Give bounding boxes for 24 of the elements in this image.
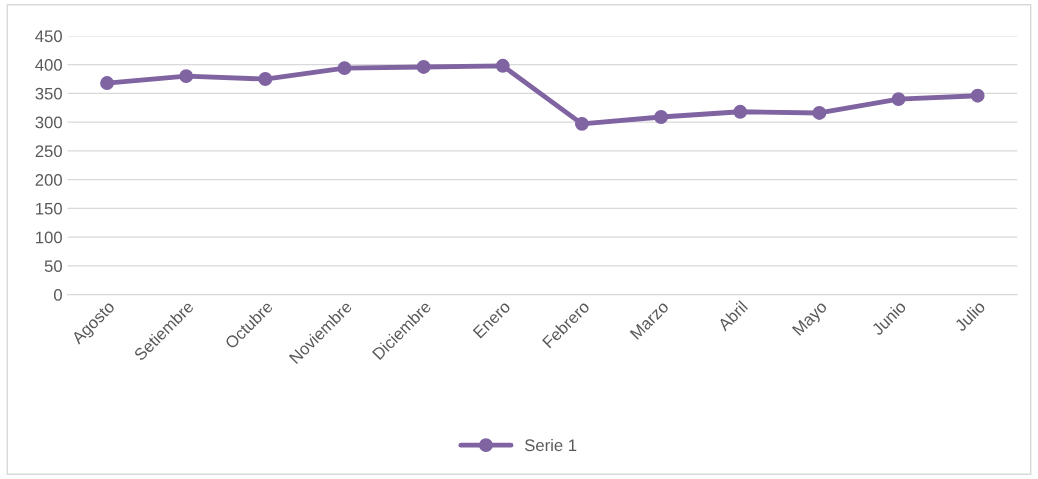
y-tick-label: 300 [35,116,62,129]
point [416,60,431,74]
point [100,76,114,91]
point [574,116,589,131]
y-tick-label: 350 [35,87,62,100]
y-tick-label: 0 [53,288,62,301]
y-tick-label: 100 [36,231,62,244]
point [179,69,194,84]
y-tick-label: 150 [36,202,62,215]
point [812,106,827,120]
y-tick-label: 50 [44,260,62,273]
point [970,88,985,103]
point [337,61,352,76]
point [891,92,906,107]
x-tick-label: Julio [953,299,986,333]
point [654,110,669,124]
legend-label: Serie 1 [525,438,577,452]
y-tick-label: 450 [35,30,62,43]
point [733,104,748,119]
point [258,72,273,86]
y-tick-label: 400 [35,59,62,71]
point [495,58,510,73]
y-tick-label: 250 [35,145,62,158]
y-tick-label: 200 [35,174,62,186]
